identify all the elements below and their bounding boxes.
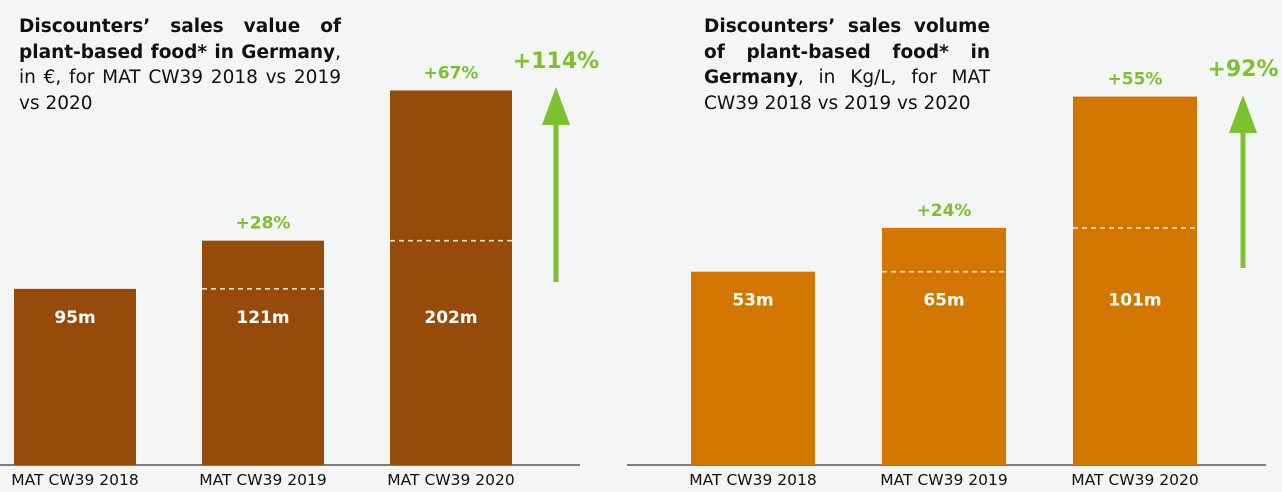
sales-volume-tick-label: MAT CW39 2019 xyxy=(880,471,1007,489)
sales-volume-plot: MAT CW39 2018 MAT CW39 2019 +24% MAT CW39 2… xyxy=(627,57,1279,489)
sales-volume-tick-label: MAT CW39 2018 xyxy=(689,471,816,489)
sales-volume-bar xyxy=(691,271,815,465)
sales-volume-title-bold: Discounters’ sales volume of plant-based… xyxy=(704,16,990,88)
sales-value-value-label: 121m xyxy=(236,308,289,328)
sales-value-bar xyxy=(390,90,512,465)
sales-value-growth-arrow-head xyxy=(542,87,570,125)
sales-volume-growth-label: +55% xyxy=(1108,70,1163,90)
sales-volume-bar xyxy=(1073,96,1197,465)
sales-value-growth-label: +67% xyxy=(424,63,479,83)
sales-volume-value-label: 53m xyxy=(732,291,773,311)
sales-volume-total-growth-label: +92% xyxy=(1207,57,1278,82)
sales-volume-tick-label: MAT CW39 2020 xyxy=(1071,471,1198,489)
sales-value-value-label: 202m xyxy=(424,308,477,328)
sales-volume-growth-label: +24% xyxy=(917,201,972,221)
sales-value-tick-label: MAT CW39 2018 xyxy=(11,471,138,489)
sales-volume-bar xyxy=(882,227,1006,465)
sales-value-tick-label: MAT CW39 2019 xyxy=(199,471,326,489)
sales-volume-chart: Discounters’ sales volume of plant-based… xyxy=(627,0,1282,492)
sales-value-chart: Discounters’ sales value of plant-based … xyxy=(0,0,640,492)
sales-value-bar xyxy=(202,240,324,465)
sales-value-chart-title: Discounters’ sales value of plant-based … xyxy=(19,14,341,116)
sales-volume-chart-title: Discounters’ sales volume of plant-based… xyxy=(704,14,990,116)
sales-value-title-rest: , in €, for MAT CW39 2018 vs 2019 vs 202… xyxy=(19,41,341,114)
sales-value-tick-label: MAT CW39 2020 xyxy=(387,471,514,489)
sales-value-bar xyxy=(14,288,136,465)
sales-value-title-bold: Discounters’ sales value of plant-based … xyxy=(19,16,341,63)
sales-volume-value-label: 101m xyxy=(1108,291,1161,311)
sales-volume-title-rest: , in Kg/L, for MAT CW39 2018 vs 2019 vs … xyxy=(704,67,990,114)
sales-value-value-label: 95m xyxy=(54,308,95,328)
sales-value-total-growth-label: +114% xyxy=(513,49,599,74)
sales-volume-growth-arrow-head xyxy=(1229,95,1257,133)
sales-volume-value-label: 65m xyxy=(923,291,964,311)
sales-value-growth-label: +28% xyxy=(236,214,291,234)
sales-value-plot: MAT CW39 2018 MAT CW39 2019 +28% MAT CW39 2… xyxy=(0,49,599,489)
